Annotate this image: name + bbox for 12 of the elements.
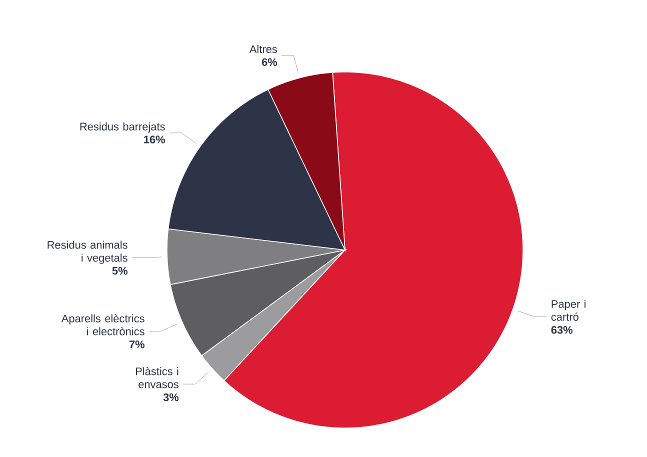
data-label: 5% (112, 266, 128, 275)
data-label: 3% (163, 393, 179, 402)
slice-label: Altres (249, 44, 278, 54)
slice-label: Paper i cartró (551, 300, 586, 321)
slice-label: Residus animals i vegetals (48, 240, 128, 264)
slice-label: Residus barrejats (80, 122, 165, 133)
slice-label: Plàstics i envasos (136, 367, 178, 388)
data-label: 6% (262, 58, 278, 66)
slice-label: Aparells elèctrics i electrònics (61, 314, 144, 336)
data-label: 7% (129, 340, 145, 348)
data-label: 63% (551, 326, 573, 334)
data-label: 16% (144, 136, 166, 144)
